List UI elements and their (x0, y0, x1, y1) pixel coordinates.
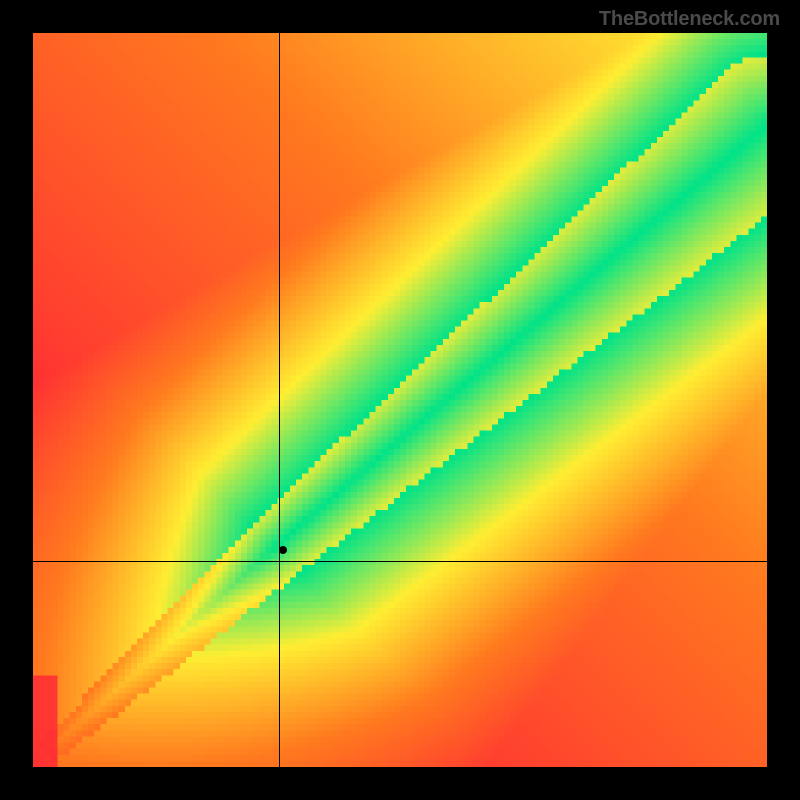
crosshair-horizontal (33, 561, 767, 562)
watermark-text: TheBottleneck.com (599, 8, 780, 31)
crosshair-vertical (279, 33, 280, 767)
bottleneck-heatmap (33, 33, 767, 767)
selected-point-marker (279, 546, 287, 554)
plot-area (33, 33, 767, 767)
chart-outer-frame: TheBottleneck.com (0, 0, 800, 800)
